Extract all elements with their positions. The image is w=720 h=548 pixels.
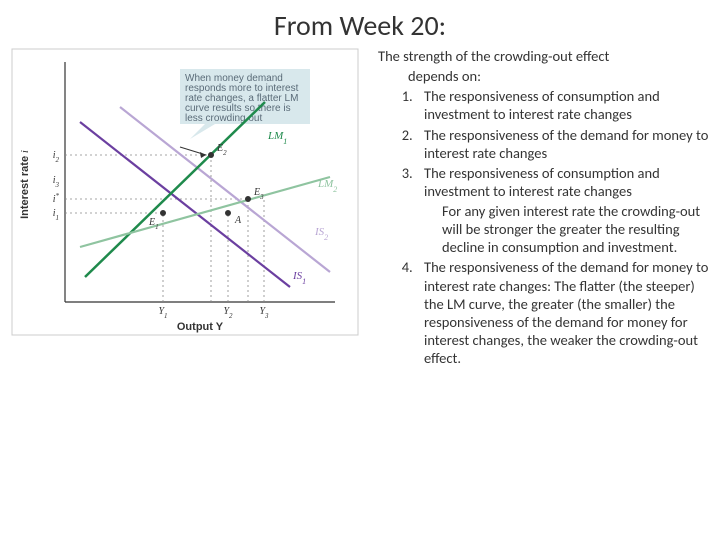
content-row: When money demandresponds more to intere… [0, 47, 720, 369]
intro-line-2: depends on: [368, 67, 710, 85]
list-item: The responsiveness of the demand for mon… [416, 258, 710, 367]
intro-line-1: The strength of the crowding-out effect [368, 47, 710, 65]
page-title: From Week 20: [0, 8, 720, 43]
list-item: The responsiveness of consumption and in… [416, 87, 710, 123]
sub-text: For any given interest rate the crowding… [424, 202, 710, 256]
list-item: The responsiveness of the demand for mon… [416, 126, 710, 162]
list-item-text: The responsiveness of consumption and in… [424, 164, 660, 200]
bullet-list: The responsiveness of consumption and in… [368, 87, 710, 367]
list-item: The responsiveness of consumption and in… [416, 164, 710, 257]
svg-text:Interest rate i: Interest rate i [19, 150, 31, 219]
chart-column: When money demandresponds more to intere… [10, 47, 360, 369]
text-column: The strength of the crowding-out effect … [360, 47, 710, 369]
islm-chart: When money demandresponds more to intere… [10, 47, 360, 347]
svg-text:A: A [234, 215, 242, 226]
svg-text:Output Y: Output Y [177, 321, 224, 333]
